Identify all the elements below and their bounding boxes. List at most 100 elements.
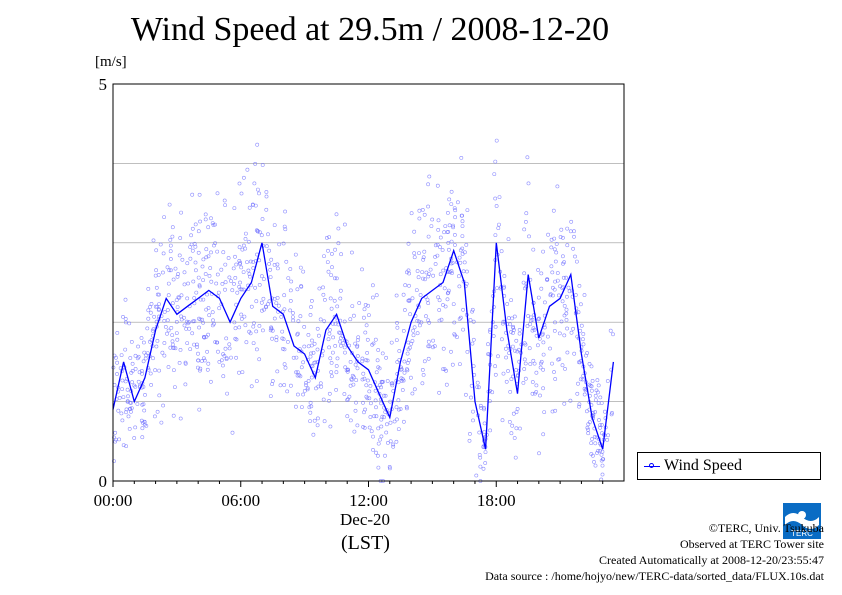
scatter-point <box>557 331 562 336</box>
scatter-point <box>330 350 335 355</box>
scatter-point <box>539 286 544 291</box>
scatter-point <box>404 404 409 409</box>
scatter-point <box>410 296 415 301</box>
scatter-point <box>511 411 516 416</box>
scatter-point <box>370 283 375 288</box>
scatter-point <box>267 248 272 253</box>
scatter-point <box>342 222 347 227</box>
scatter-point <box>395 320 399 325</box>
scatter-point <box>355 343 360 348</box>
scatter-point <box>376 465 381 470</box>
scatter-point <box>388 399 393 404</box>
scatter-point <box>541 367 546 372</box>
scatter-point <box>553 377 558 381</box>
scatter-point <box>282 293 287 298</box>
scatter-point <box>232 206 237 211</box>
scatter-point <box>345 414 350 419</box>
scatter-point <box>178 236 183 240</box>
scatter-point <box>267 261 272 266</box>
scatter-point <box>274 338 279 343</box>
scatter-point <box>493 233 498 238</box>
scatter-point <box>449 239 454 244</box>
scatter-point <box>165 308 170 312</box>
scatter-point <box>551 285 555 290</box>
scatter-point <box>183 361 188 366</box>
scatter-point <box>530 380 535 384</box>
scatter-point <box>190 331 195 336</box>
scatter-point <box>343 365 348 370</box>
chart-title: Wind Speed at 29.5m / 2008-12-20 <box>130 11 610 48</box>
scatter-point <box>184 326 189 331</box>
scatter-point <box>120 418 125 423</box>
scatter-point <box>254 228 259 233</box>
scatter-point <box>252 181 257 186</box>
scatter-point <box>475 380 480 385</box>
x-tick-label: 06:00 <box>221 491 260 510</box>
scatter-point <box>160 270 165 275</box>
scatter-point <box>374 450 378 455</box>
scatter-point <box>275 262 280 267</box>
scatter-point <box>336 226 341 231</box>
scatter-point <box>573 293 578 297</box>
scatter-point <box>332 298 337 303</box>
scatter-point <box>461 269 466 274</box>
scatter-point <box>126 414 131 419</box>
scatter-point <box>355 354 360 358</box>
legend: Wind Speed <box>637 452 821 480</box>
scatter-point <box>353 362 358 367</box>
scatter-point <box>168 257 173 261</box>
scatter-point <box>253 161 258 166</box>
scatter-point <box>338 339 342 344</box>
scatter-point <box>281 241 286 246</box>
terc-logo-icon: TERC <box>783 503 821 539</box>
scatter-point <box>185 341 190 346</box>
scatter-point <box>157 393 162 398</box>
scatter-point <box>565 326 570 331</box>
scatter-point <box>435 183 440 188</box>
scatter-point <box>461 307 466 312</box>
scatter-point <box>338 343 343 348</box>
scatter-point <box>162 353 167 358</box>
scatter-point <box>437 298 442 303</box>
scatter-point <box>496 226 501 231</box>
scatter-point <box>172 385 177 390</box>
scatter-point <box>171 368 176 373</box>
scatter-point <box>388 420 393 425</box>
scatter-point <box>427 174 432 179</box>
scatter-point <box>306 332 311 337</box>
scatter-point <box>411 328 416 333</box>
scatter-point <box>541 352 546 357</box>
scatter-point <box>151 356 155 361</box>
scatter-point <box>241 175 246 180</box>
scatter-point <box>195 365 200 370</box>
scatter-point <box>205 292 209 297</box>
scatter-point <box>522 271 527 276</box>
scatter-point <box>360 356 365 361</box>
scatter-point <box>553 279 558 284</box>
scatter-point <box>198 297 203 302</box>
scatter-point <box>394 338 399 343</box>
scatter-point <box>192 342 197 347</box>
scatter-point <box>161 251 166 256</box>
scatter-point <box>435 242 440 247</box>
scatter-point <box>457 284 462 289</box>
scatter-point <box>130 361 135 366</box>
scatter-point <box>528 322 533 327</box>
scatter-point <box>593 441 598 446</box>
scatter-point <box>441 367 445 372</box>
scatter-point <box>446 288 451 293</box>
scatter-point <box>165 331 169 336</box>
scatter-point <box>129 339 134 344</box>
scatter-point <box>361 400 365 405</box>
scatter-point <box>546 232 551 237</box>
scatter-point <box>314 386 318 391</box>
scatter-point <box>513 348 517 353</box>
scatter-point <box>195 345 200 349</box>
scatter-point <box>166 328 171 333</box>
scatter-point <box>123 316 128 321</box>
scatter-point <box>246 268 251 273</box>
scatter-point <box>285 389 290 394</box>
scatter-point <box>404 406 409 411</box>
scatter-point <box>163 324 168 329</box>
scatter-point <box>221 352 226 357</box>
